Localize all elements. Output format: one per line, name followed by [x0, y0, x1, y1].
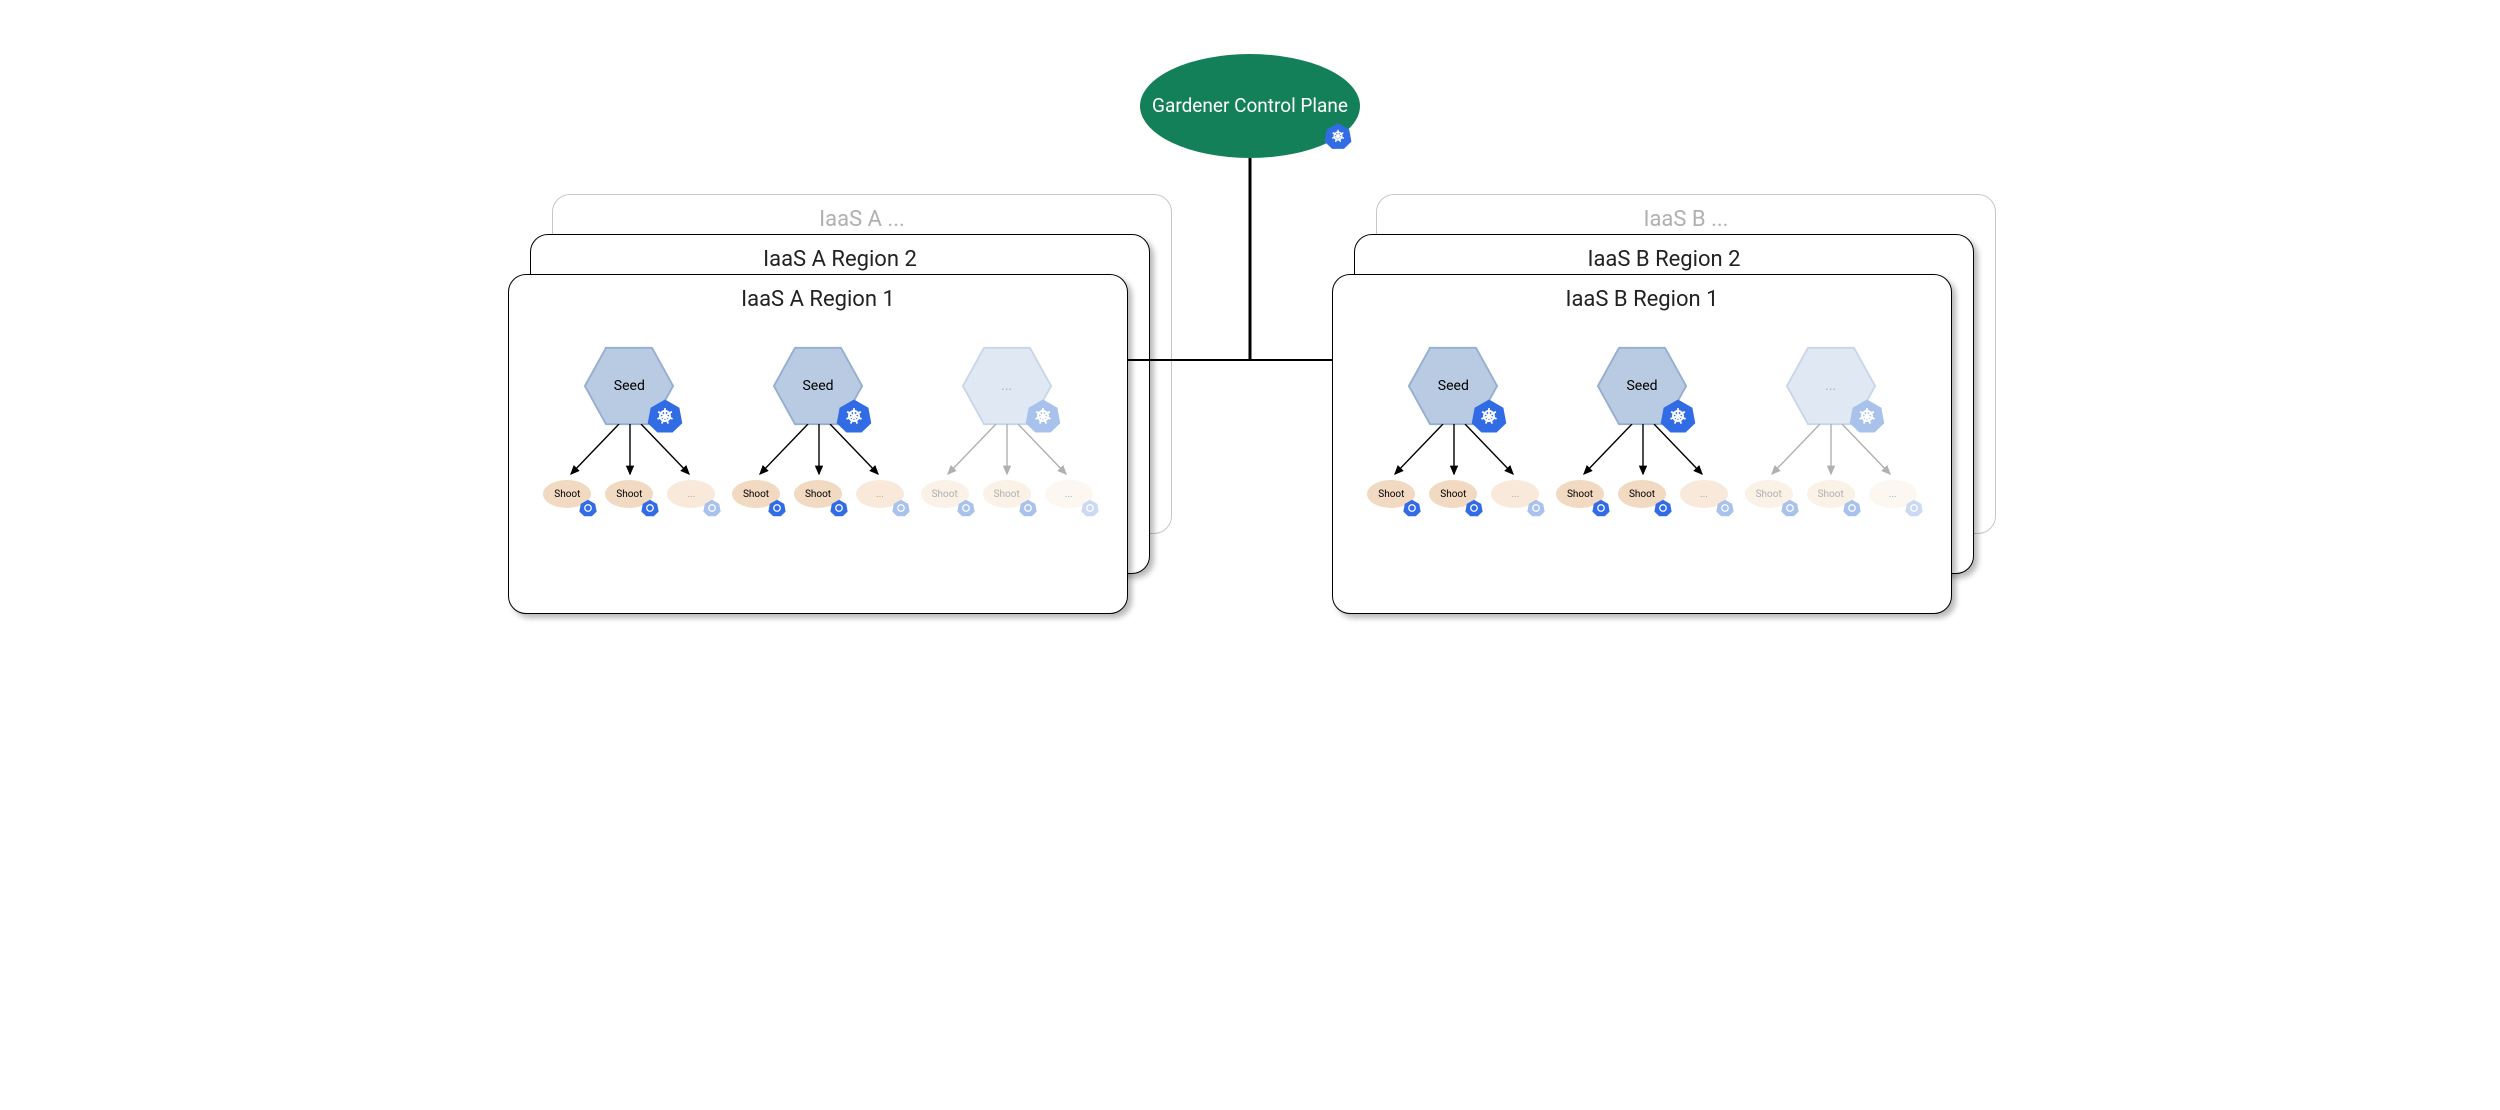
- seed-block: Seed Shoot Shoot ...: [535, 346, 724, 508]
- seed-shoot-arrows: [1359, 424, 1549, 484]
- seed-node: Seed: [1596, 346, 1688, 426]
- control-plane-node: Gardener Control Plane: [1140, 54, 1360, 158]
- shoot-row: Shoot Shoot ...: [1556, 480, 1728, 508]
- k8s-icon: [1527, 499, 1545, 520]
- iaas-a-region1-label: IaaS A Region 1: [509, 275, 1127, 312]
- shoot-node: Shoot: [1367, 480, 1415, 508]
- iaas-a-stack: IaaS A ... IaaS A Region 2 ... ... IaaS …: [508, 194, 1168, 604]
- shoot-node: Shoot: [1556, 480, 1604, 508]
- seed-shoot-arrows: [535, 424, 725, 484]
- k8s-icon: [641, 499, 659, 520]
- k8s-icon: [1781, 499, 1799, 520]
- k8s-icon: [703, 499, 721, 520]
- iaas-a-back-label: IaaS A ...: [553, 195, 1171, 232]
- k8s-icon: [1654, 499, 1672, 520]
- seed-block: Seed Shoot Shoot ...: [1548, 346, 1737, 508]
- shoot-node: Shoot: [605, 480, 653, 508]
- shoot-node: Shoot: [1745, 480, 1793, 508]
- seed-node: Seed: [1407, 346, 1499, 426]
- shoot-ellipsis: ...: [1045, 480, 1093, 508]
- shoot-node: Shoot: [732, 480, 780, 508]
- k8s-icon: [1592, 499, 1610, 520]
- seed-node: ...: [961, 346, 1053, 426]
- iaas-b-stack: IaaS B ... IaaS B Region 2 Sh IaaS B Reg…: [1332, 194, 1992, 604]
- iaas-b-back-label: IaaS B ...: [1377, 195, 1995, 232]
- iaas-b-region1-card: IaaS B Region 1 Seed Shoot: [1332, 274, 1952, 614]
- k8s-icon: [1465, 499, 1483, 520]
- shoot-ellipsis: ...: [856, 480, 904, 508]
- seed-node: ...: [1785, 346, 1877, 426]
- shoot-ellipsis: ...: [1869, 480, 1917, 508]
- k8s-icon: [957, 499, 975, 520]
- control-plane-label: Gardener Control Plane: [1152, 95, 1348, 118]
- seed-block-faded: ... Shoot Shoot ...: [1736, 346, 1925, 508]
- diagram-stage: Gardener Control Plane: [470, 30, 2030, 710]
- k8s-icon: [1324, 122, 1352, 156]
- shoot-row: Shoot Shoot ...: [732, 480, 904, 508]
- seed-block: Seed Shoot Shoot ...: [724, 346, 913, 508]
- shoot-row: Shoot Shoot ...: [1745, 480, 1917, 508]
- k8s-icon: [1905, 499, 1923, 520]
- shoot-node: Shoot: [921, 480, 969, 508]
- shoot-node: Shoot: [1618, 480, 1666, 508]
- shoot-row: Shoot Shoot ...: [543, 480, 715, 508]
- shoot-ellipsis: ...: [1491, 480, 1539, 508]
- k8s-icon: [1081, 499, 1099, 520]
- shoot-node: Shoot: [983, 480, 1031, 508]
- seed-row: Seed Shoot Shoot ...: [1333, 346, 1951, 508]
- shoot-node: Shoot: [1429, 480, 1477, 508]
- seed-block-faded: ... Shoot Shoot ...: [912, 346, 1101, 508]
- k8s-icon: [1403, 499, 1421, 520]
- seed-shoot-arrows: [912, 424, 1102, 484]
- seed-node: Seed: [772, 346, 864, 426]
- seed-block: Seed Shoot Shoot ...: [1359, 346, 1548, 508]
- shoot-row: Shoot Shoot ...: [1367, 480, 1539, 508]
- seed-row: Seed Shoot Shoot ...: [509, 346, 1127, 508]
- shoot-row: Shoot Shoot ...: [921, 480, 1093, 508]
- seed-node: Seed: [583, 346, 675, 426]
- iaas-b-region1-label: IaaS B Region 1: [1333, 275, 1951, 312]
- iaas-a-region2-label: IaaS A Region 2: [531, 235, 1149, 272]
- k8s-icon: [892, 499, 910, 520]
- shoot-ellipsis: ...: [1680, 480, 1728, 508]
- seed-shoot-arrows: [1736, 424, 1926, 484]
- k8s-icon: [768, 499, 786, 520]
- k8s-icon: [1716, 499, 1734, 520]
- k8s-icon: [1843, 499, 1861, 520]
- seed-shoot-arrows: [1548, 424, 1738, 484]
- shoot-node: Shoot: [794, 480, 842, 508]
- seed-shoot-arrows: [724, 424, 914, 484]
- shoot-ellipsis: ...: [667, 480, 715, 508]
- shoot-node: Shoot: [543, 480, 591, 508]
- k8s-icon: [1019, 499, 1037, 520]
- iaas-a-region1-card: IaaS A Region 1 Seed Shoot: [508, 274, 1128, 614]
- iaas-b-region2-label: IaaS B Region 2: [1355, 235, 1973, 272]
- shoot-node: Shoot: [1807, 480, 1855, 508]
- k8s-icon: [830, 499, 848, 520]
- k8s-icon: [579, 499, 597, 520]
